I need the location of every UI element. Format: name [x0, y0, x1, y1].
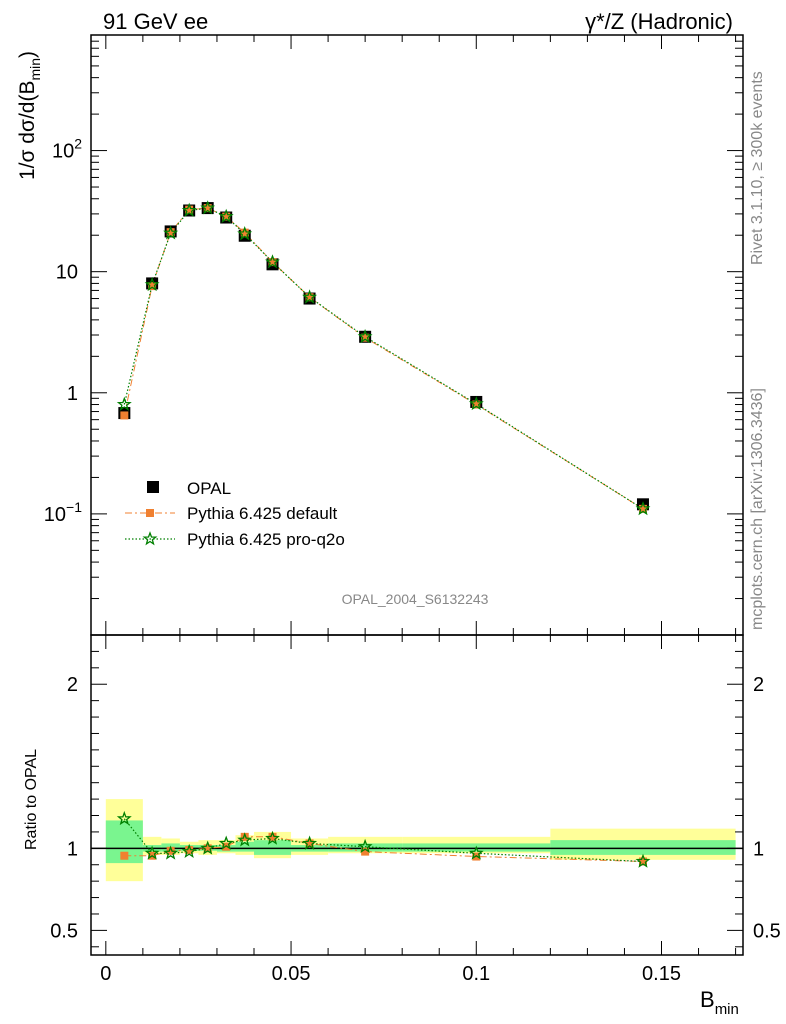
legend-marker-opal	[147, 481, 159, 493]
default-data-point	[268, 258, 277, 267]
default-data-point	[305, 293, 314, 302]
default-data-point	[361, 333, 370, 342]
ratio-default-point	[240, 832, 249, 841]
ratio-default-point	[305, 839, 314, 848]
proq2o-data-point	[237, 225, 253, 241]
default-data-point	[203, 204, 212, 213]
proq2o-data-point	[468, 396, 484, 411]
proq2o-data-point	[635, 501, 651, 516]
ratio-plot-frame	[90, 634, 744, 956]
x-tick-label: 0.1	[462, 963, 490, 985]
ratio-proq2o-point	[200, 840, 216, 855]
legend: OPAL Pythia 6.425 default Pythia 6.425 p…	[125, 479, 345, 549]
ratio-proq2o-point	[237, 832, 253, 847]
x-tick-label: 0.15	[642, 963, 681, 985]
ratio-proq2o-point	[181, 843, 197, 859]
ratio-band-stat	[550, 840, 736, 855]
analysis-label: OPAL_2004_S6132243	[342, 591, 489, 607]
ratio-band-stat	[254, 840, 292, 855]
proq2o-data-point	[200, 200, 216, 215]
ratio-proq2o-point	[163, 845, 179, 860]
header-right-label: γ*/Z (Hadronic)	[585, 9, 733, 34]
main-y-tick-label: 10	[56, 262, 78, 284]
ratio-y-tick-label: 2	[67, 674, 78, 696]
default-data-point	[240, 228, 249, 237]
proq2o-data-point	[181, 202, 197, 217]
ratio-y-tick-label-right: 1	[753, 838, 764, 860]
legend-marker-proq2o	[142, 531, 158, 546]
legend-marker-default	[146, 509, 154, 517]
legend-label-proq2o: Pythia 6.425 pro-q2o	[187, 530, 345, 549]
default-data-point	[472, 400, 481, 409]
x-tick-label: 0	[100, 963, 111, 985]
proq2o-data-point	[218, 208, 234, 223]
header-left-label: 91 GeV ee	[103, 9, 208, 34]
main-y-axis-label: 1/σ dσ/d(Bmin)	[16, 51, 43, 180]
main-y-tick-label: 102	[52, 136, 82, 163]
default-data-point	[120, 411, 129, 420]
ratio-y-tick-label: 0.5	[50, 920, 78, 942]
series-line-proq2o	[123, 207, 644, 510]
ratio-band-stat	[328, 843, 403, 852]
ratio-y-axis-label: Ratio to OPAL	[23, 749, 40, 850]
proq2o-data-point	[163, 225, 179, 240]
ratio-proq2o-point	[144, 845, 160, 860]
default-data-point	[148, 282, 157, 291]
ratio-y-tick-label-right: 2	[753, 674, 764, 696]
ratio-default-point	[185, 845, 194, 854]
ratio-proq2o-point	[635, 853, 651, 868]
ratio-default-point	[638, 857, 647, 866]
main-y-tick-label: 1	[67, 383, 78, 405]
default-data-point	[166, 228, 175, 237]
ratio-default-point	[268, 832, 277, 841]
source-label: mcplots.cern.ch [arXiv:1306.3436]	[749, 388, 766, 630]
ratio-default-point	[203, 844, 212, 853]
default-data-point	[638, 504, 647, 513]
ratio-proq2o-point	[116, 810, 132, 826]
proq2o-data-point	[116, 396, 132, 411]
ratio-proq2o-point	[265, 830, 280, 845]
rivet-version-label: Rivet 3.1.10, ≥ 300k events	[749, 71, 766, 265]
default-data-point	[222, 212, 231, 221]
default-data-point	[185, 205, 194, 214]
legend-label-default: Pythia 6.425 default	[187, 504, 338, 523]
ratio-band-stat	[235, 841, 254, 852]
ratio-proq2o-point	[302, 835, 318, 850]
ratio-proq2o-point	[357, 838, 373, 853]
legend-label-opal: OPAL	[187, 479, 231, 498]
ratio-default-point	[361, 847, 370, 856]
x-axis-label: Bmin	[700, 987, 739, 1018]
main-y-tick-label: 10−1	[44, 499, 82, 526]
proq2o-data-point	[144, 276, 160, 292]
ratio-proq2o-point	[468, 845, 484, 860]
proq2o-data-point	[357, 328, 373, 344]
series-line-default	[123, 207, 644, 510]
ratio-proq2o-point	[218, 835, 234, 850]
proq2o-data-point	[302, 289, 318, 304]
x-tick-label: 0.05	[272, 963, 311, 985]
ratio-y-tick-label: 1	[67, 838, 78, 860]
ratio-default-point	[166, 846, 175, 855]
proq2o-data-point	[265, 254, 280, 269]
ratio-y-tick-label-right: 0.5	[753, 920, 781, 942]
ratio-default-point	[120, 851, 129, 860]
